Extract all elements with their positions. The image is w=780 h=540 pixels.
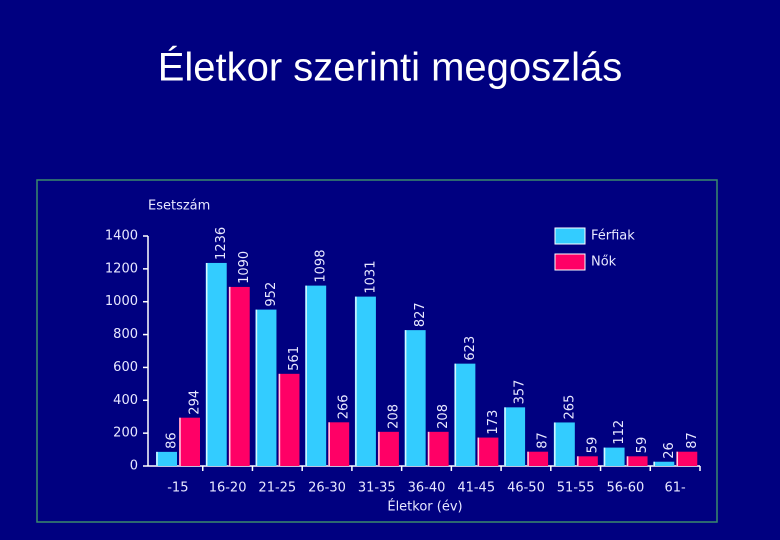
value-label: 87 (536, 432, 551, 449)
bar (228, 286, 250, 466)
x-tick-label: 46-50 (507, 481, 545, 496)
x-tick-label: 21-25 (258, 481, 296, 496)
x-tick-label: 56-60 (607, 481, 645, 496)
value-label: 1031 (363, 261, 378, 294)
bar (603, 447, 625, 466)
y-tick-label: 1400 (105, 229, 138, 244)
value-label: 294 (188, 390, 203, 415)
bar (305, 285, 327, 466)
x-tick-label: 61- (665, 481, 687, 496)
value-label: 266 (337, 394, 352, 419)
x-tick-label: 36-40 (408, 481, 446, 496)
value-label: 265 (562, 395, 577, 420)
bar (626, 456, 648, 466)
bar (553, 422, 575, 466)
value-label: 623 (463, 336, 478, 361)
x-tick-label: 26-30 (308, 481, 346, 496)
value-label: 827 (413, 302, 428, 327)
y-tick-label: 400 (113, 393, 138, 408)
value-label: 357 (513, 380, 528, 405)
value-label: 208 (436, 404, 451, 429)
bar (278, 373, 300, 466)
x-tick-label: 51-55 (557, 481, 595, 496)
legend-swatch (554, 227, 586, 245)
value-label: 26 (662, 442, 677, 459)
y-tick-label: 0 (130, 459, 138, 474)
legend-swatch (554, 253, 586, 271)
bar (179, 417, 200, 466)
y-tick-label: 600 (113, 360, 138, 375)
bar (255, 309, 277, 466)
value-label: 952 (264, 282, 279, 307)
value-label: 1090 (237, 251, 252, 284)
bar (354, 296, 376, 466)
y-tick-label: 200 (113, 426, 138, 441)
bar (504, 407, 526, 466)
bar (653, 461, 675, 466)
y-axis-label: Esetszám (148, 199, 210, 214)
value-label: 112 (612, 420, 627, 445)
x-tick-label: 31-35 (358, 481, 396, 496)
value-label: 561 (287, 346, 302, 371)
value-label: 1098 (314, 250, 329, 283)
bar (527, 451, 549, 466)
x-tick-label: 41-45 (457, 481, 495, 496)
value-label: 59 (585, 437, 600, 454)
x-tick-label: 16-20 (209, 481, 247, 496)
y-tick-label: 1000 (105, 294, 138, 309)
bar (427, 431, 449, 466)
bar (205, 262, 227, 466)
legend-label: Nők (591, 255, 617, 270)
x-tick-label: -15 (167, 481, 188, 496)
bar (156, 451, 177, 466)
value-label: 173 (486, 410, 501, 435)
bar (328, 422, 350, 466)
value-label: 86 (165, 432, 180, 449)
y-tick-label: 800 (113, 327, 138, 342)
bar (676, 451, 698, 466)
value-label: 59 (635, 437, 650, 454)
bar (576, 456, 598, 466)
value-label: 1236 (214, 227, 229, 260)
chart-frame (36, 179, 718, 523)
value-label: 87 (685, 432, 700, 449)
x-axis-label: Életkor (év) (387, 499, 462, 515)
legend-label: Férfiak (591, 229, 635, 244)
bar (454, 363, 476, 466)
bar (477, 437, 499, 466)
y-tick-label: 1200 (105, 261, 138, 276)
bar (404, 330, 426, 466)
bar (377, 431, 399, 466)
chart-title: Életkor szerinti megoszlás (158, 45, 623, 90)
value-label: 208 (386, 404, 401, 429)
